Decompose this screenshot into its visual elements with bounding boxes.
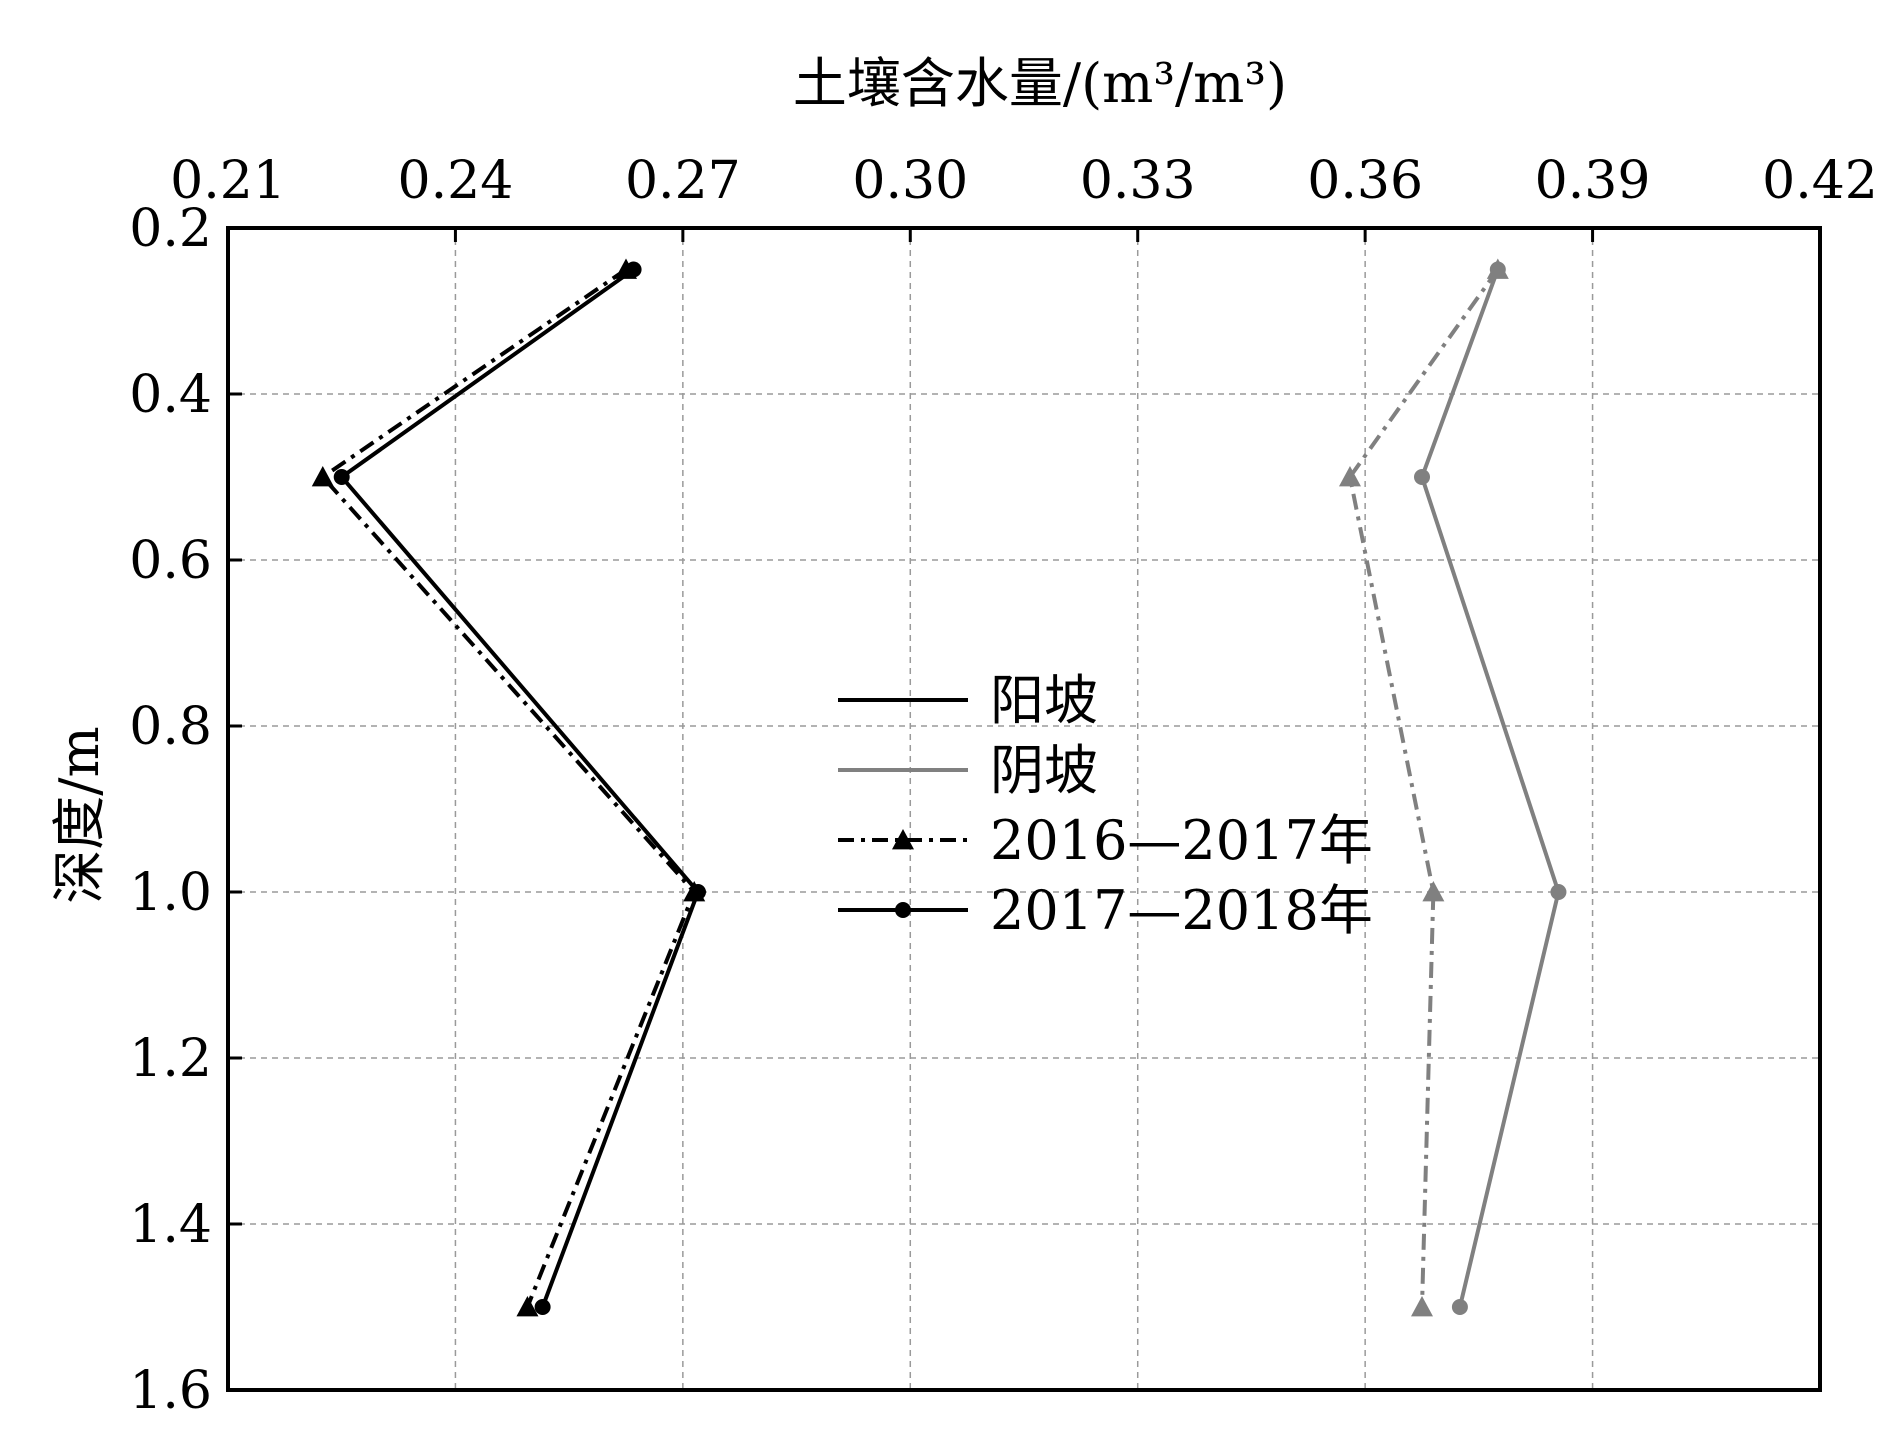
x-tick-label: 0.24 bbox=[398, 151, 514, 211]
legend-entry: 阳坡 bbox=[838, 669, 1098, 732]
x-tick-label: 0.42 bbox=[1762, 151, 1878, 211]
data-point bbox=[1489, 261, 1506, 278]
series-layer bbox=[311, 258, 1567, 1317]
data-point bbox=[534, 1299, 551, 1315]
legend-label: 2016—2017年 bbox=[990, 809, 1373, 872]
legend-entry: 2017—2018年 bbox=[838, 879, 1373, 942]
y-tick-label: 0.6 bbox=[129, 531, 212, 591]
series-line bbox=[338, 267, 701, 1308]
y-tick-label: 1.4 bbox=[129, 1195, 212, 1255]
y-tick-label: 1.0 bbox=[129, 863, 212, 923]
data-point bbox=[333, 469, 350, 485]
series bbox=[333, 261, 707, 1315]
y-axis-title: 深度/m bbox=[48, 726, 111, 903]
legend-label: 阴坡 bbox=[990, 739, 1098, 802]
data-point bbox=[311, 466, 334, 487]
series-line bbox=[1419, 268, 1561, 1308]
axis-ticks: 0.21 0.24 0.27 0.30 0.33 0.36 0.39 0.42 0.2 0.4 0.… bbox=[129, 151, 1878, 1421]
data-point bbox=[1414, 469, 1430, 485]
data-point bbox=[1550, 884, 1567, 900]
data-point bbox=[625, 261, 642, 278]
data-point bbox=[516, 1296, 539, 1317]
series bbox=[1414, 261, 1567, 1315]
legend-entry: 2016—2017年 bbox=[838, 809, 1373, 872]
x-tick-label: 0.33 bbox=[1080, 151, 1196, 211]
series-line bbox=[319, 267, 697, 1308]
y-tick-label: 1.2 bbox=[129, 1029, 212, 1089]
y-tick-label: 0.2 bbox=[129, 199, 212, 259]
grid-lines bbox=[228, 228, 1820, 1390]
plot-frame bbox=[226, 226, 1822, 1392]
x-tick-label: 0.21 bbox=[170, 151, 286, 211]
legend-label: 2017—2018年 bbox=[990, 879, 1373, 942]
legend-marker bbox=[892, 829, 914, 850]
data-point bbox=[1422, 881, 1445, 902]
y-tick-label: 0.4 bbox=[129, 365, 212, 425]
data-point bbox=[1451, 1299, 1468, 1315]
x-axis-title: 土壤含水量/(m³/m³) bbox=[793, 52, 1287, 115]
x-tick-label: 0.36 bbox=[1307, 151, 1423, 211]
y-tick-label: 1.6 bbox=[129, 1361, 212, 1421]
series bbox=[311, 258, 706, 1317]
x-tick-label: 0.30 bbox=[852, 151, 968, 211]
legend-entry: 阴坡 bbox=[838, 739, 1098, 802]
legend-marker bbox=[895, 902, 911, 918]
data-point bbox=[1338, 466, 1361, 487]
data-point bbox=[1411, 1296, 1433, 1317]
x-tick-label: 0.39 bbox=[1535, 151, 1651, 211]
series-line bbox=[1347, 268, 1500, 1308]
data-point bbox=[690, 884, 707, 900]
y-tick-label: 0.8 bbox=[129, 697, 212, 757]
x-tick-label: 0.27 bbox=[625, 151, 741, 211]
legend-label: 阳坡 bbox=[990, 669, 1098, 732]
